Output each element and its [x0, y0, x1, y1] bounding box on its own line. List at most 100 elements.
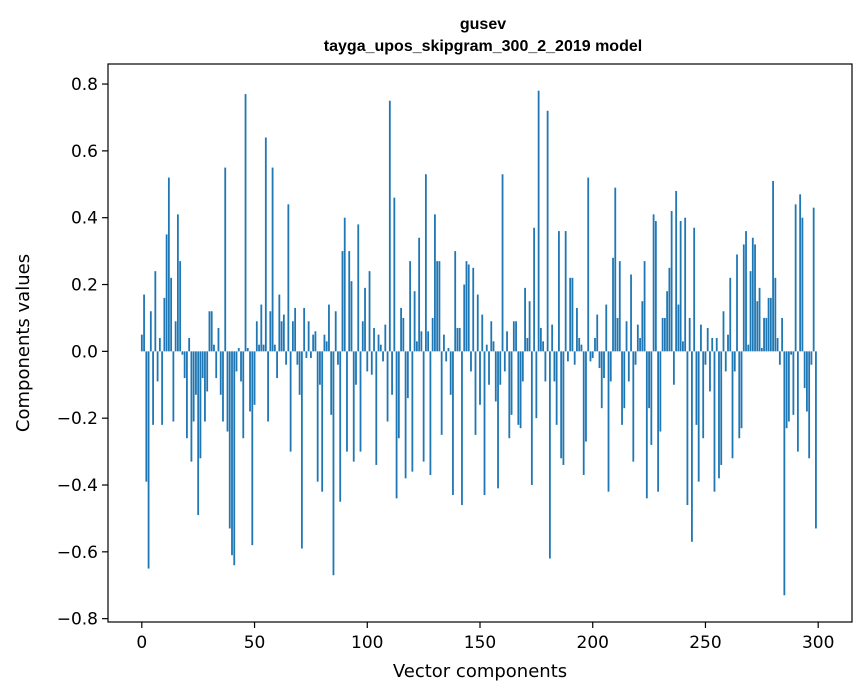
bar-12: [167, 177, 170, 352]
bar-287: [787, 351, 790, 422]
bar-0: [140, 334, 143, 352]
bar-181: [548, 351, 551, 559]
bar-42: [235, 351, 238, 372]
bar-16: [176, 214, 179, 352]
bar-115: [400, 307, 402, 352]
bar-43: [237, 348, 240, 352]
bar-series: [140, 90, 817, 596]
bar-185: [558, 231, 560, 352]
bar-58: [271, 167, 274, 352]
bar-26: [199, 351, 202, 459]
bar-47: [246, 348, 249, 352]
bar-187: [562, 351, 565, 465]
bar-296: [808, 351, 811, 459]
bar-17: [179, 261, 182, 352]
bar-103: [373, 327, 375, 352]
bar-223: [643, 261, 646, 352]
bar-201: [594, 337, 596, 352]
bar-151: [481, 314, 484, 352]
bar-51: [255, 321, 258, 352]
x-tick-label: 300: [802, 633, 834, 653]
bar-33: [215, 351, 218, 379]
bar-219: [634, 351, 637, 365]
x-axis-label: Vector components: [393, 661, 567, 682]
bar-140: [456, 327, 459, 352]
bar-68: [294, 307, 297, 352]
bar-29: [206, 351, 209, 392]
bar-211: [616, 317, 619, 352]
bar-4: [149, 311, 152, 352]
bar-117: [404, 351, 407, 479]
bar-120: [411, 351, 414, 472]
bar-67: [291, 321, 294, 352]
bar-48: [249, 351, 251, 412]
bar-62: [280, 321, 283, 352]
bar-105: [377, 334, 380, 352]
bar-101: [368, 271, 371, 352]
bar-224: [645, 351, 648, 499]
bar-210: [614, 187, 617, 352]
bar-234: [668, 267, 671, 352]
bar-65: [287, 204, 290, 352]
bar-54: [262, 344, 265, 352]
bar-225: [648, 351, 650, 409]
bar-297: [810, 351, 813, 365]
y-tick-label: −0.4: [57, 476, 98, 496]
bar-183: [553, 351, 556, 382]
bar-77: [314, 331, 317, 352]
bar-283: [778, 351, 781, 365]
bar-61: [278, 294, 281, 352]
bar-78: [316, 351, 319, 482]
bar-217: [630, 274, 632, 352]
bar-212: [618, 261, 621, 352]
bar-164: [510, 351, 513, 415]
bar-134: [443, 334, 445, 352]
bar-165: [512, 321, 515, 352]
bar-158: [497, 351, 499, 489]
bar-271: [751, 237, 754, 352]
bar-254: [713, 351, 716, 492]
bar-176: [537, 90, 540, 352]
bar-49: [251, 351, 254, 546]
bar-294: [803, 351, 806, 389]
bar-276: [763, 317, 765, 352]
bar-10: [163, 297, 166, 352]
bar-286: [785, 351, 788, 429]
bar-145: [467, 264, 470, 352]
bar-72: [303, 307, 306, 352]
bar-192: [573, 351, 576, 365]
bar-259: [724, 351, 727, 372]
bar-35: [219, 351, 222, 395]
bar-40: [231, 351, 233, 556]
bar-288: [790, 351, 793, 355]
bar-36: [222, 351, 224, 422]
bar-133: [440, 351, 443, 435]
bar-22: [190, 351, 193, 462]
bar-198: [587, 177, 590, 352]
bar-253: [711, 337, 714, 352]
bar-148: [474, 351, 477, 435]
bar-244: [691, 351, 693, 542]
bar-184: [555, 351, 558, 425]
bar-236: [672, 351, 675, 385]
bar-30: [208, 311, 211, 352]
bar-293: [801, 217, 804, 352]
bar-177: [539, 327, 542, 352]
bar-179: [544, 351, 547, 382]
bar-85: [332, 351, 335, 576]
bar-79: [319, 351, 321, 385]
bar-182: [551, 324, 554, 352]
bar-28: [204, 351, 206, 422]
y-tick-label: −0.8: [57, 610, 98, 630]
bar-292: [799, 194, 802, 352]
bar-257: [720, 351, 723, 465]
bar-71: [300, 351, 303, 549]
bar-161: [503, 351, 506, 372]
y-tick-label: 0.4: [71, 209, 98, 229]
bar-205: [603, 351, 605, 379]
bar-216: [627, 351, 630, 382]
bar-31: [210, 311, 213, 352]
bar-93: [350, 281, 353, 352]
x-tick-label: 100: [351, 633, 383, 653]
bar-160: [501, 174, 504, 352]
